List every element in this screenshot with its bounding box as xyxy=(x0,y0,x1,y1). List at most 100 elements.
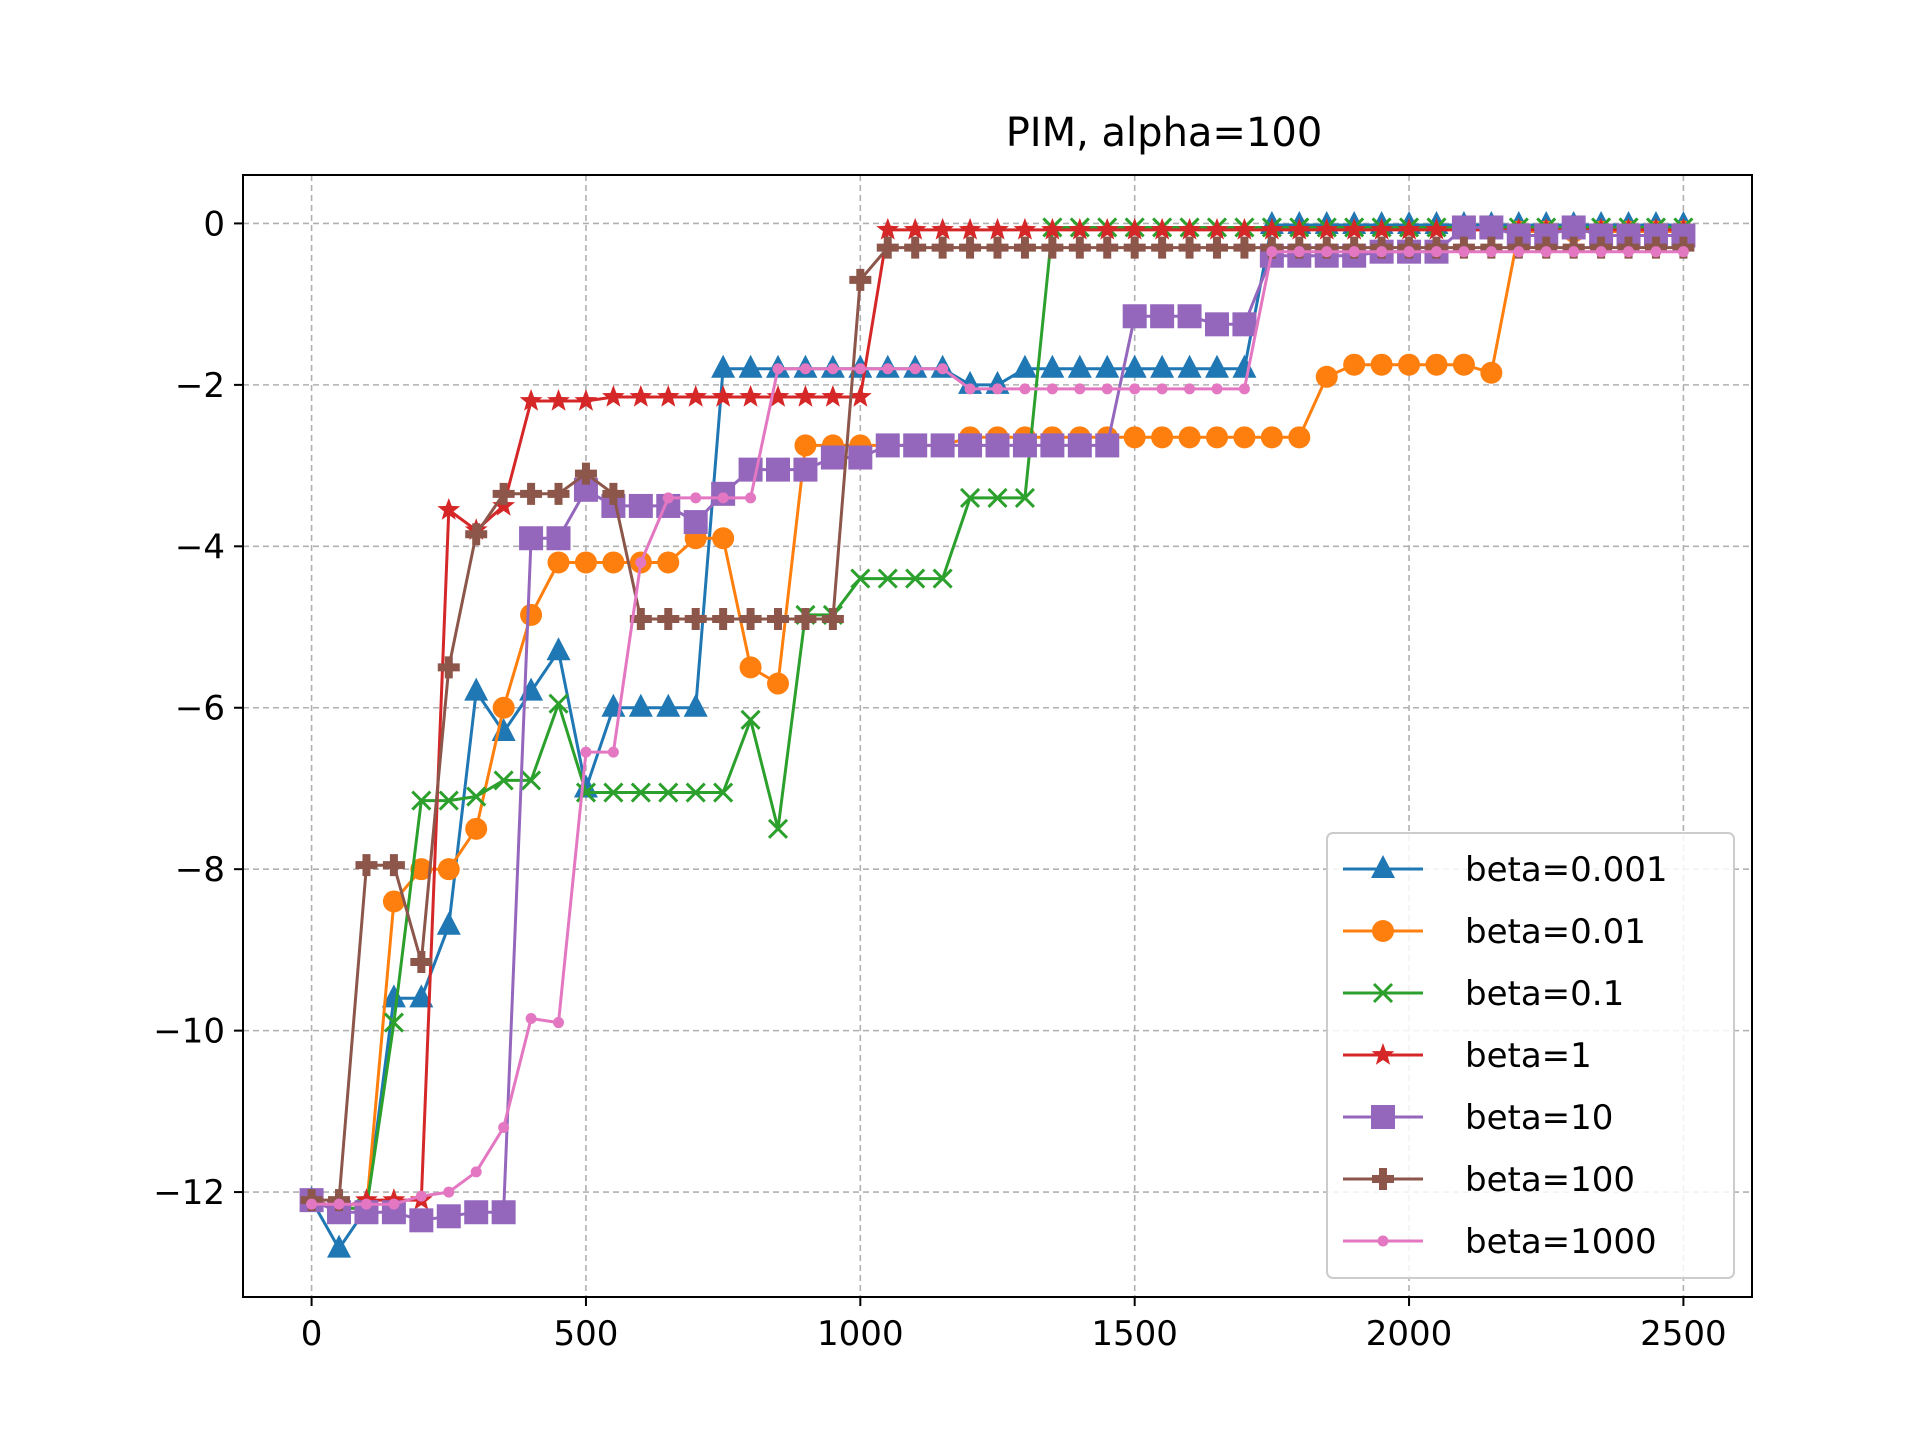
data-point xyxy=(1156,383,1168,395)
data-point xyxy=(848,445,873,470)
data-point xyxy=(1150,217,1174,240)
series-layer xyxy=(299,211,1696,1258)
data-point xyxy=(875,433,900,458)
data-point xyxy=(876,217,900,240)
data-point xyxy=(498,1121,510,1133)
data-point xyxy=(1067,433,1092,458)
legend-marker xyxy=(1372,1168,1394,1190)
data-point xyxy=(574,551,597,574)
data-point xyxy=(958,217,982,240)
data-point xyxy=(1184,383,1196,395)
data-point xyxy=(827,363,839,375)
data-point xyxy=(882,363,894,375)
data-point xyxy=(1211,383,1223,395)
legend-label: beta=0.1 xyxy=(1465,974,1624,1014)
x-tick-label: 2000 xyxy=(1366,1314,1453,1354)
data-point xyxy=(930,433,955,458)
data-point xyxy=(409,984,434,1008)
data-point xyxy=(903,217,927,240)
data-point xyxy=(628,693,653,717)
x-tick-label: 1000 xyxy=(817,1314,904,1354)
legend-item: beta=100 xyxy=(1343,1160,1635,1200)
data-point xyxy=(717,492,729,504)
data-point xyxy=(1067,354,1092,378)
data-point xyxy=(793,457,818,482)
data-point xyxy=(519,526,544,551)
data-point xyxy=(1095,433,1120,458)
data-point xyxy=(986,217,1009,240)
data-point xyxy=(1205,426,1228,449)
data-point xyxy=(415,1190,427,1202)
data-point xyxy=(1348,246,1360,258)
data-point xyxy=(409,1208,434,1233)
data-point xyxy=(794,434,817,457)
data-point xyxy=(1233,426,1256,449)
data-point xyxy=(1403,246,1415,258)
data-point xyxy=(1013,217,1037,240)
data-point xyxy=(381,984,406,1008)
legend-box xyxy=(1326,832,1735,1279)
data-point xyxy=(1370,217,1393,240)
data-point xyxy=(1595,246,1607,258)
data-point xyxy=(521,770,542,791)
data-point xyxy=(1232,354,1257,378)
data-point xyxy=(1288,426,1311,449)
data-point xyxy=(1129,383,1141,395)
data-point xyxy=(960,487,981,508)
data-point xyxy=(1430,246,1442,258)
data-point xyxy=(438,790,459,811)
data-point xyxy=(306,1198,318,1210)
data-point xyxy=(1150,354,1175,378)
y-tick-label: −2 xyxy=(175,366,225,406)
data-point xyxy=(1260,426,1283,449)
data-point xyxy=(1287,217,1311,240)
data-point xyxy=(436,1204,461,1229)
data-point xyxy=(355,854,378,877)
legend-marker xyxy=(1377,1235,1389,1247)
data-point xyxy=(711,385,735,407)
data-point xyxy=(1096,236,1119,259)
data-point xyxy=(745,492,757,504)
data-point xyxy=(1376,246,1388,258)
legend: beta=0.001 beta=0.01 beta=0.1 beta=1 beta=10… xyxy=(1326,832,1735,1279)
legend-marker xyxy=(1372,982,1394,1004)
data-point xyxy=(1019,383,1031,395)
data-point xyxy=(1260,217,1284,240)
data-point xyxy=(1425,353,1448,376)
data-point xyxy=(959,236,982,259)
data-point xyxy=(799,363,811,375)
legend-label: beta=1 xyxy=(1465,1036,1592,1076)
x-tick-label: 500 xyxy=(554,1314,619,1354)
data-point xyxy=(740,709,761,730)
data-point xyxy=(1151,426,1174,449)
data-point xyxy=(992,383,1003,395)
data-point xyxy=(1513,246,1525,258)
data-point xyxy=(1321,246,1333,258)
data-point xyxy=(465,817,488,840)
data-point xyxy=(1101,383,1113,395)
data-point xyxy=(548,693,569,714)
data-point xyxy=(909,363,921,375)
data-point xyxy=(1398,353,1421,376)
y-tick-label: −6 xyxy=(175,689,225,729)
data-point xyxy=(1123,217,1147,240)
data-point xyxy=(986,236,1009,259)
data-point xyxy=(1204,354,1229,378)
legend-label: beta=0.01 xyxy=(1465,912,1646,952)
data-point xyxy=(603,782,624,803)
data-point xyxy=(546,526,571,551)
data-point xyxy=(410,858,433,881)
data-point xyxy=(931,236,954,259)
data-point xyxy=(1677,246,1689,258)
data-point xyxy=(958,433,983,458)
data-point xyxy=(466,786,487,807)
data-point xyxy=(411,790,432,811)
data-point xyxy=(470,1166,482,1178)
data-point xyxy=(1122,304,1147,329)
data-point xyxy=(547,389,570,411)
data-point xyxy=(937,363,949,375)
data-point xyxy=(520,482,543,505)
data-point xyxy=(553,1017,565,1029)
data-point xyxy=(690,492,702,504)
data-point xyxy=(602,385,625,407)
